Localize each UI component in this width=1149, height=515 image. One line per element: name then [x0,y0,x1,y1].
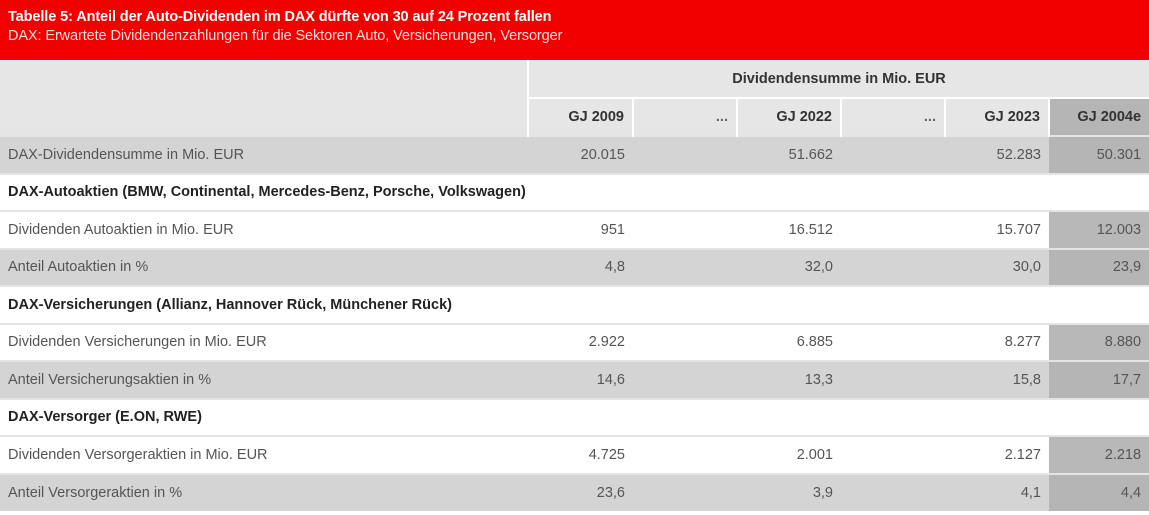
value-cell: 14,6 [528,360,633,399]
section-header-row: DAX-Versicherungen (Allianz, Hannover Rü… [0,285,1149,324]
row-label: Anteil Versicherungsaktien in % [0,360,528,399]
header-row-group: Dividendensumme in Mio. EUR [0,60,1149,99]
value-cell [633,322,737,361]
table-row: Anteil Versicherungsaktien in % 14,6 13,3 1… [0,360,1149,399]
value-cell: 23,6 [528,472,633,511]
value-cell: 3,9 [737,472,841,511]
value-cell: 30,0 [945,247,1049,286]
section-label: DAX-Autoaktien (BMW, Continental, Merced… [0,172,1149,211]
value-cell [841,472,945,511]
column-header-gj-2023: GJ 2023 [944,98,1049,136]
value-cell: 13,3 [737,360,841,399]
value-cell [633,472,737,511]
value-cell [633,247,737,286]
table-subtitle: DAX: Erwartete Dividendenzahlungen für d… [8,28,563,44]
estimate-cell: 23,9 [1049,247,1149,286]
row-label: Dividenden Versicherungen in Mio. EUR [0,322,528,361]
value-cell: 15,8 [945,360,1049,399]
value-cell [841,435,945,474]
value-cell: 15.707 [945,210,1049,249]
table-row: Anteil Autoaktien in % 4,8 32,0 30,0 23,9 [0,247,1149,286]
section-label: DAX-Versorger (E.ON, RWE) [0,397,1149,436]
estimate-cell: 17,7 [1049,360,1149,399]
value-cell: 2.127 [945,435,1049,474]
table-row: Anteil Versorgeraktien in % 23,6 3,9 4,1 4,4 [0,472,1149,511]
value-cell [633,435,737,474]
value-cell [841,360,945,399]
section-header-row: DAX-Autoaktien (BMW, Continental, Merced… [0,172,1149,211]
header-blank-cell [0,60,528,98]
row-label: Dividenden Autoaktien in Mio. EUR [0,210,528,249]
header-label-cell [0,98,528,136]
value-cell: 20.015 [528,135,633,174]
value-cell: 951 [528,210,633,249]
row-label: DAX-Dividendensumme in Mio. EUR [0,135,528,174]
estimate-cell: 8.880 [1049,322,1149,361]
value-cell [633,360,737,399]
value-cell [633,135,737,174]
table-row: Dividenden Versicherungen in Mio. EUR 2.9… [0,322,1149,361]
table-row: DAX-Dividendensumme in Mio. EUR 20.015 51.… [0,135,1149,174]
value-cell: 4.725 [528,435,633,474]
table-row: Dividenden Versorgeraktien in Mio. EUR 4.… [0,435,1149,474]
column-header-gj-2004e: GJ 2004e [1047,98,1149,136]
row-label: Anteil Versorgeraktien in % [0,472,528,511]
value-cell [841,322,945,361]
section-header-row: DAX-Versorger (E.ON, RWE) [0,397,1149,436]
estimate-cell: 50.301 [1049,135,1149,174]
value-cell [633,210,737,249]
value-cell [841,135,945,174]
value-cell: 6.885 [737,322,841,361]
column-header-ellipsis: ... [840,98,945,136]
value-cell: 16.512 [737,210,841,249]
value-cell: 52.283 [945,135,1049,174]
value-cell: 4,8 [528,247,633,286]
value-cell: 51.662 [737,135,841,174]
value-cell: 2.001 [737,435,841,474]
section-label: DAX-Versicherungen (Allianz, Hannover Rü… [0,285,1149,324]
value-cell: 8.277 [945,322,1049,361]
dividend-table: Dividendensumme in Mio. EUR GJ 2009 ... … [0,60,1149,511]
row-label: Dividenden Versorgeraktien in Mio. EUR [0,435,528,474]
table-title: Tabelle 5: Anteil der Auto-Dividenden im… [8,9,552,25]
header-row-columns: GJ 2009 ... GJ 2022 ... GJ 2023 GJ 2004e [0,98,1149,136]
estimate-cell: 12.003 [1049,210,1149,249]
table-title-banner: Tabelle 5: Anteil der Auto-Dividenden im… [0,0,1149,60]
estimate-cell: 4,4 [1049,472,1149,511]
column-header-ellipsis: ... [632,98,737,136]
value-cell [841,210,945,249]
value-cell: 4,1 [945,472,1049,511]
group-header: Dividendensumme in Mio. EUR [526,60,1149,99]
column-header-gj-2022: GJ 2022 [736,98,841,136]
column-header-gj-2009: GJ 2009 [527,98,633,136]
estimate-cell: 2.218 [1049,435,1149,474]
row-label: Anteil Autoaktien in % [0,247,528,286]
value-cell [841,247,945,286]
value-cell: 32,0 [737,247,841,286]
table-row: Dividenden Autoaktien in Mio. EUR 951 16.5… [0,210,1149,249]
value-cell: 2.922 [528,322,633,361]
table-body: DAX-Dividendensumme in Mio. EUR 20.015 51.… [0,135,1149,511]
